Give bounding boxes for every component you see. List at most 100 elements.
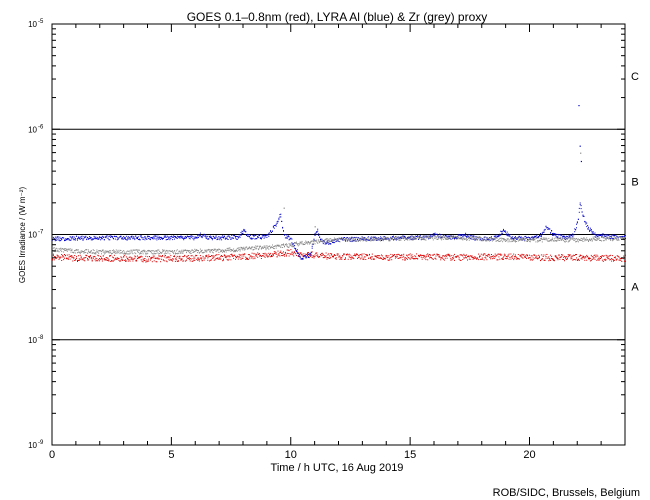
data-point [575,254,577,255]
data-point [89,252,91,254]
data-point [206,238,208,240]
data-point [205,237,207,239]
data-point [135,260,137,262]
x-tick-label: 0 [49,449,55,461]
data-point [575,259,577,261]
data-point [439,234,441,235]
data-point [399,255,401,256]
data-point [198,257,199,259]
data-point [417,235,419,237]
data-point [446,236,448,238]
data-point [265,235,267,237]
data-point [259,253,260,255]
data-point [124,259,126,261]
data-point [311,245,313,247]
data-point [424,235,426,237]
data-point [394,239,395,241]
data-point [471,255,473,257]
data-point [406,239,407,240]
data-point [517,254,519,255]
data-point [600,256,601,258]
data-point [570,256,572,258]
data-point [270,231,272,233]
data-point [186,235,188,237]
data-point [398,257,400,259]
data-point [277,254,279,256]
data-point [448,235,450,237]
data-point [142,250,144,251]
data-point [540,260,541,262]
data-point [75,239,77,241]
data-point [605,259,607,261]
data-point [602,260,604,262]
data-point [145,255,147,257]
data-point [472,256,474,258]
data-point [471,236,473,238]
data-point [604,235,606,237]
data-point [526,237,528,239]
data-point [355,237,357,239]
data-point [182,260,184,262]
data-point [407,254,409,256]
data-point [149,236,150,238]
data-point [57,236,59,238]
data-point [553,233,555,234]
data-point [70,250,72,251]
data-point [293,243,295,245]
data-point [493,257,495,259]
data-point [95,260,97,262]
data-point [111,260,113,262]
data-point [551,256,553,258]
data-point [352,240,354,242]
data-point [617,236,619,238]
data-point [260,248,262,250]
y-tick-exponent: -5 [38,19,44,25]
data-point [174,253,176,255]
data-point [432,239,434,241]
data-point [222,235,224,237]
data-point [57,255,59,257]
data-point [194,259,196,261]
data-point [426,237,428,239]
data-point [114,257,116,259]
data-point [322,241,324,243]
data-point [513,238,515,239]
data-point [423,239,425,241]
data-point [571,237,573,239]
data-point [199,248,201,250]
data-point [599,237,601,239]
data-point [175,237,177,239]
data-point [382,236,384,238]
y-tick-label: 10 [28,125,37,134]
data-point [372,240,374,242]
data-point [434,234,436,236]
data-point [536,257,538,259]
data-point [548,228,550,230]
data-point [468,239,470,241]
data-point [311,257,313,258]
data-point [418,239,419,240]
data-point [120,252,122,254]
data-point [158,258,160,260]
data-point [296,251,297,253]
data-point [114,236,116,238]
data-point [370,240,372,242]
data-point [490,258,492,260]
data-point [116,258,118,260]
data-point [200,258,202,260]
data-point [180,259,182,261]
data-point [578,239,580,240]
data-point [463,235,465,237]
data-point [195,236,197,238]
data-point [326,258,328,260]
data-point [576,240,578,242]
data-point [477,238,479,240]
data-point [308,243,310,245]
data-point [437,235,439,237]
data-point [333,240,334,242]
data-point [156,237,158,239]
data-point [492,238,494,240]
data-point [135,256,137,258]
data-point [548,260,550,262]
data-point [409,237,411,239]
